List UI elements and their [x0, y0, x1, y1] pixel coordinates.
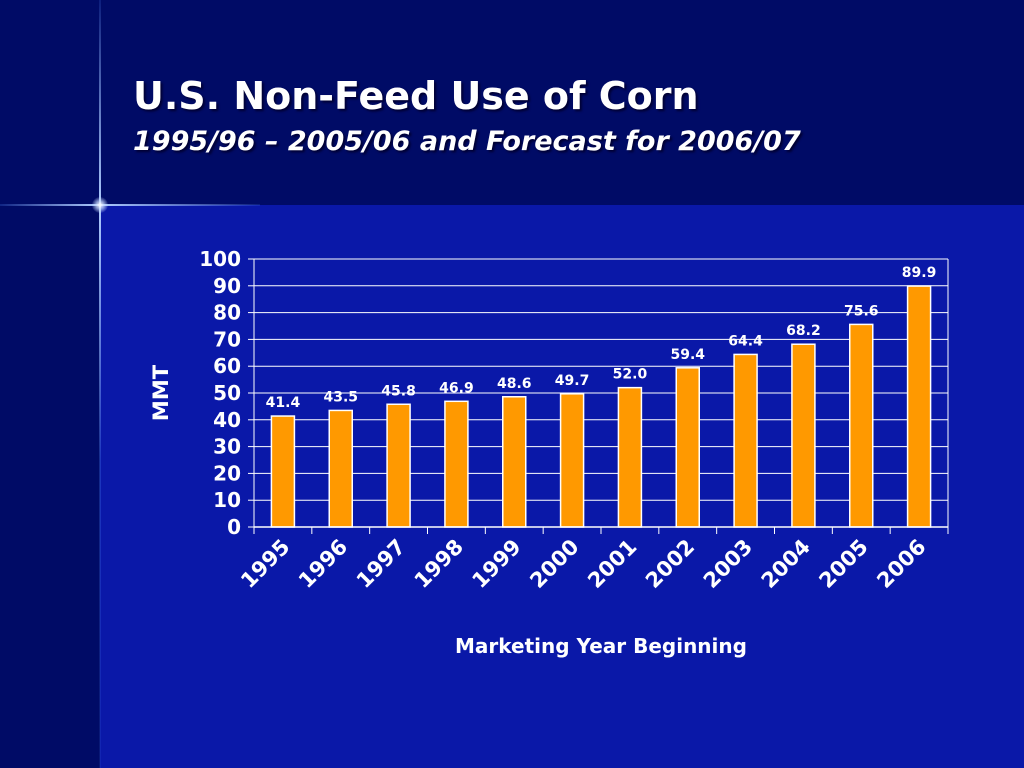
x-tick-label: 2000 — [525, 535, 583, 593]
x-axis-label: Marketing Year Beginning — [455, 634, 747, 658]
data-label: 64.4 — [728, 333, 763, 349]
x-tick-label: 2005 — [814, 535, 872, 593]
data-label: 45.8 — [381, 383, 416, 399]
bar — [270, 415, 296, 528]
decorative-horizontal-line — [0, 204, 260, 206]
bar — [559, 393, 585, 528]
y-tick-label: 100 — [199, 247, 241, 271]
axes — [248, 258, 949, 534]
y-axis-label: MMT — [149, 364, 173, 421]
data-label: 43.5 — [323, 389, 358, 405]
y-tick-label: 20 — [213, 461, 241, 485]
data-label: 59.4 — [670, 347, 705, 363]
y-tick-label: 50 — [213, 381, 241, 405]
bar — [849, 323, 874, 528]
x-tick-label: 2004 — [757, 535, 815, 593]
x-tick-label: 1998 — [410, 535, 468, 593]
decorative-vertical-line — [99, 0, 101, 768]
slide-left-band — [0, 205, 100, 768]
data-label: 75.6 — [844, 303, 879, 319]
bars — [270, 285, 932, 528]
bar — [906, 285, 932, 528]
slide-header-band — [0, 0, 1024, 205]
bar — [328, 409, 353, 528]
y-tick-label: 90 — [213, 274, 241, 298]
data-label: 68.2 — [786, 323, 821, 339]
x-tick-label: 2003 — [699, 535, 757, 593]
data-label: 48.6 — [497, 376, 532, 392]
x-tick-label: 2002 — [641, 535, 699, 593]
data-label: 49.7 — [555, 373, 590, 389]
slide-subtitle: 1995/96 – 2005/06 and Forecast for 2006/… — [133, 126, 801, 157]
y-tick-label: 70 — [213, 327, 241, 351]
y-tick-label: 30 — [213, 435, 241, 459]
gridlines — [254, 258, 948, 501]
data-label: 41.4 — [266, 395, 301, 411]
data-labels: 41.4 43.5 45.8 46.9 48.6 49.7 52.0 59.4 64.4 68.2… — [266, 265, 937, 411]
bar — [502, 396, 527, 528]
bar — [791, 343, 816, 528]
y-tick-label: 80 — [213, 301, 241, 325]
decorative-sparkle — [92, 197, 108, 213]
y-tick-label: 60 — [213, 354, 241, 378]
x-tick-label: 1995 — [236, 535, 294, 593]
y-tick-label: 10 — [213, 488, 241, 512]
data-label: 46.9 — [439, 380, 474, 396]
y-tick-label: 0 — [227, 515, 241, 539]
bar — [675, 367, 700, 528]
x-tick-label: 1997 — [352, 535, 410, 593]
x-tick-label: 1999 — [467, 535, 525, 593]
bar — [386, 403, 411, 528]
data-label: 52.0 — [613, 367, 648, 383]
y-tick-label: 40 — [213, 408, 241, 432]
x-tick-label: 2006 — [872, 535, 930, 593]
x-tick-label: 2001 — [583, 535, 641, 593]
data-label: 89.9 — [902, 265, 937, 281]
x-tick-labels: 1995 1996 1997 1998 1999 2000 2001 2002 2003 2004… — [236, 535, 930, 593]
x-tick-label: 1996 — [294, 535, 352, 593]
bar — [444, 400, 469, 528]
slide-title: U.S. Non-Feed Use of Corn — [133, 74, 699, 118]
bar — [733, 353, 758, 528]
bar — [617, 386, 643, 528]
